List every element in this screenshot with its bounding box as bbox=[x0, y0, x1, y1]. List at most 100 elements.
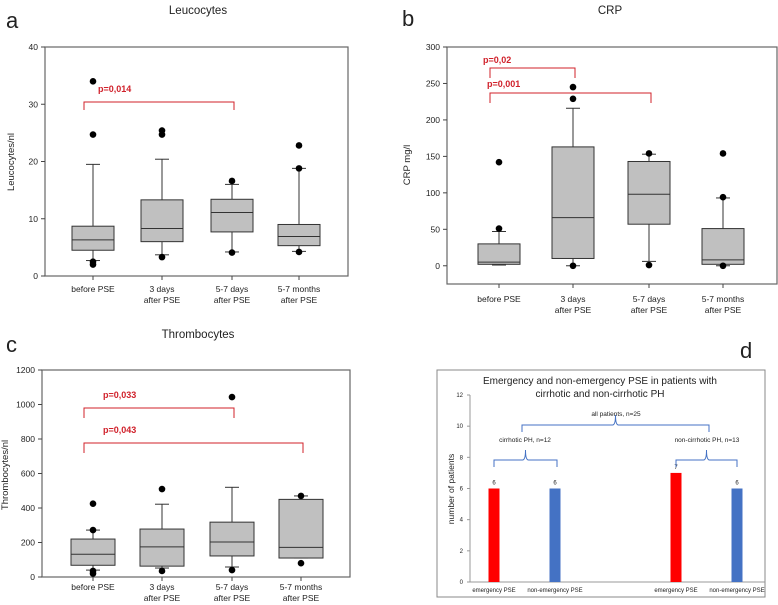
y-tick-label: 0 bbox=[30, 572, 35, 582]
outlier-point bbox=[158, 567, 166, 575]
panel-label: b bbox=[402, 6, 414, 31]
panel-c: c Thrombocytes Thrombocytes/nl 0 200 400 600 80… bbox=[0, 329, 351, 603]
outlier-point bbox=[495, 225, 503, 232]
group-brace bbox=[493, 449, 558, 467]
bar-value-label: 6 bbox=[492, 481, 496, 487]
outlier-point bbox=[228, 249, 236, 256]
y-tick-label: 200 bbox=[21, 538, 35, 548]
y-axis-label: number of patients bbox=[446, 454, 456, 524]
y-tick-label: 0 bbox=[460, 580, 464, 586]
significance-bracket bbox=[489, 67, 576, 78]
y-tick-label: 2 bbox=[460, 549, 464, 555]
box-iqr bbox=[210, 198, 254, 233]
y-tick-label: 10 bbox=[29, 214, 39, 224]
box-2 bbox=[210, 177, 254, 256]
box-0 bbox=[70, 500, 116, 577]
outlier-point bbox=[89, 261, 97, 268]
box-iqr bbox=[139, 528, 185, 567]
y-tick-label: 300 bbox=[426, 42, 440, 52]
y-tick-label: 250 bbox=[426, 78, 440, 88]
x-tick-label: before PSE bbox=[71, 284, 115, 294]
outlier-point bbox=[295, 248, 303, 256]
y-tick-label: 1000 bbox=[16, 400, 35, 410]
x-tick-label: after PSE bbox=[214, 593, 251, 603]
p-value-label: p=0,033 bbox=[103, 390, 136, 400]
y-axis-label: Thrombocytes/nl bbox=[0, 440, 11, 510]
outlier-point bbox=[228, 393, 236, 401]
outlier-point bbox=[569, 83, 577, 91]
y-axis-label: Leucocytes/nl bbox=[6, 133, 17, 191]
y-tick-label: 30 bbox=[29, 99, 39, 109]
x-tick-label: emergency PSE bbox=[472, 588, 515, 594]
p-value-label: p=0,001 bbox=[487, 79, 520, 89]
x-tick-label: 5-7 days bbox=[216, 284, 249, 294]
outlier-point bbox=[158, 485, 166, 493]
y-tick-label: 0 bbox=[435, 261, 440, 271]
box-iqr bbox=[70, 538, 116, 566]
x-tick-label: after PSE bbox=[281, 295, 318, 305]
box-2 bbox=[209, 393, 255, 574]
y-tick-label: 4 bbox=[460, 518, 464, 524]
panel-label: d bbox=[740, 338, 752, 363]
bar bbox=[549, 488, 561, 582]
group-brace bbox=[675, 449, 738, 467]
bar-value-label: 6 bbox=[735, 481, 739, 487]
outlier-point bbox=[158, 131, 166, 138]
y-tick-label: 50 bbox=[431, 224, 441, 234]
outlier-point bbox=[569, 262, 577, 270]
chart-title: cirrhotic and non-cirrhotic PH bbox=[536, 389, 665, 400]
box-iqr bbox=[140, 199, 184, 243]
significance-bracket bbox=[489, 92, 652, 103]
y-axis-label: CRP mg/l bbox=[402, 145, 413, 185]
outlier-point bbox=[569, 95, 577, 103]
outlier-point bbox=[295, 142, 303, 149]
chart-title: Leucocytes bbox=[169, 5, 227, 17]
outlier-point bbox=[645, 261, 653, 269]
outlier-point bbox=[89, 131, 97, 138]
y-tick-label: 20 bbox=[29, 157, 39, 167]
x-tick-label: after PSE bbox=[631, 305, 668, 315]
outlier-point bbox=[89, 500, 97, 507]
outlier-point bbox=[645, 150, 653, 157]
x-tick-label: 5-7 months bbox=[280, 582, 323, 592]
x-tick-label: after PSE bbox=[705, 305, 742, 315]
panel-a: a Leucocytes Leucocytes/nl 0 10 20 30 40 before … bbox=[6, 5, 349, 305]
group-brace bbox=[521, 414, 710, 432]
box-iqr bbox=[71, 225, 115, 251]
x-tick-label: after PSE bbox=[555, 305, 592, 315]
box-3 bbox=[278, 492, 324, 567]
y-tick-label: 6 bbox=[460, 487, 464, 493]
x-tick-label: 3 days bbox=[560, 294, 585, 304]
outlier-point bbox=[295, 165, 303, 172]
box-iqr bbox=[551, 146, 595, 259]
x-tick-label: 3 days bbox=[149, 582, 174, 592]
chart-title: CRP bbox=[598, 5, 623, 17]
group-label: all patients, n=25 bbox=[591, 411, 641, 418]
bar-value-label: 6 bbox=[553, 481, 557, 487]
box-1 bbox=[140, 127, 184, 261]
x-tick-label: 5-7 months bbox=[278, 284, 321, 294]
outlier-point bbox=[228, 177, 236, 185]
y-tick-label: 100 bbox=[426, 188, 440, 198]
box-1 bbox=[551, 83, 595, 270]
y-tick-label: 8 bbox=[460, 455, 464, 461]
panel-label: c bbox=[6, 332, 17, 357]
bar-value-label: 7 bbox=[674, 465, 678, 471]
bar bbox=[731, 488, 743, 582]
box-0 bbox=[71, 78, 115, 268]
box-iqr bbox=[278, 498, 324, 559]
x-tick-label: 5-7 months bbox=[702, 294, 745, 304]
box-3 bbox=[277, 142, 321, 256]
bar bbox=[488, 488, 500, 582]
outlier-point bbox=[228, 566, 236, 574]
box-1 bbox=[139, 485, 185, 575]
outlier-point bbox=[495, 158, 503, 166]
p-value-label: p=0,02 bbox=[483, 55, 511, 65]
y-tick-label: 600 bbox=[21, 469, 35, 479]
group-label: non-cirrhotic PH, n=13 bbox=[675, 437, 740, 444]
p-value-label: p=0,043 bbox=[103, 425, 136, 435]
p-value-label: p=0,014 bbox=[98, 84, 131, 94]
box-iqr bbox=[209, 521, 255, 557]
chart-title: Emergency and non-emergency PSE in patie… bbox=[483, 376, 717, 387]
